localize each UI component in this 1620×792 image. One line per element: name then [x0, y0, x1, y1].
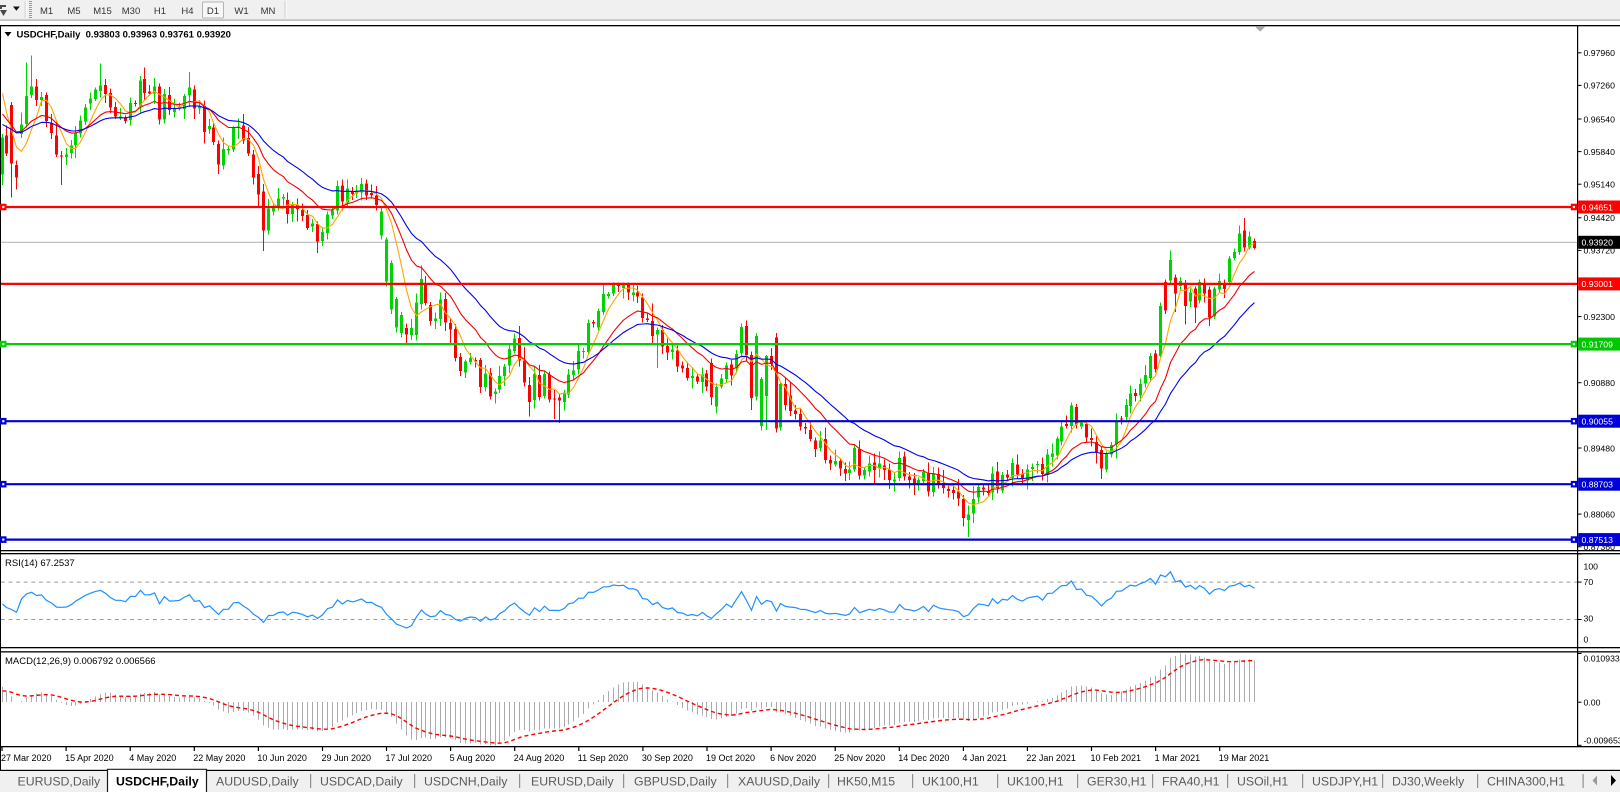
svg-text:19 Mar 2021: 19 Mar 2021 — [1219, 753, 1270, 763]
svg-text:0.95140: 0.95140 — [1584, 180, 1616, 190]
svg-text:0.93920: 0.93920 — [1582, 238, 1614, 248]
svg-text:0.92300: 0.92300 — [1584, 312, 1616, 322]
svg-text:USDCHF,Daily: USDCHF,Daily — [116, 774, 199, 788]
svg-text:19 Oct 2020: 19 Oct 2020 — [706, 753, 755, 763]
svg-text:0.93720: 0.93720 — [1584, 246, 1616, 256]
svg-text:0.91709: 0.91709 — [1582, 339, 1614, 349]
svg-text:USDCNH,Daily: USDCNH,Daily — [424, 774, 508, 788]
svg-text:30: 30 — [1584, 613, 1594, 623]
svg-text:22 Jan 2021: 22 Jan 2021 — [1026, 753, 1076, 763]
svg-text:0.87513: 0.87513 — [1582, 535, 1614, 545]
svg-text:FRA40,H1: FRA40,H1 — [1162, 774, 1220, 788]
svg-text:6 Nov 2020: 6 Nov 2020 — [770, 753, 816, 763]
svg-text:GER30,H1: GER30,H1 — [1087, 774, 1147, 788]
svg-text:GBPUSD,Daily: GBPUSD,Daily — [634, 774, 718, 788]
svg-text:4 May 2020: 4 May 2020 — [129, 753, 176, 763]
svg-text:0.00: 0.00 — [1584, 697, 1601, 707]
svg-text:0.89480: 0.89480 — [1584, 443, 1616, 453]
svg-text:M5: M5 — [67, 6, 80, 17]
svg-text:15 Apr 2020: 15 Apr 2020 — [65, 753, 114, 763]
svg-text:UK100,H1: UK100,H1 — [1007, 774, 1064, 788]
svg-text:H1: H1 — [154, 6, 166, 17]
svg-text:CHINA300,H1: CHINA300,H1 — [1487, 774, 1565, 788]
svg-text:70: 70 — [1584, 577, 1594, 587]
svg-text:30 Sep 2020: 30 Sep 2020 — [642, 753, 693, 763]
svg-text:USDCAD,Daily: USDCAD,Daily — [320, 774, 404, 788]
svg-text:1 Mar 2021: 1 Mar 2021 — [1155, 753, 1201, 763]
svg-text:H4: H4 — [181, 6, 193, 17]
svg-text:0.96540: 0.96540 — [1584, 114, 1616, 124]
svg-text:10 Jun 2020: 10 Jun 2020 — [257, 753, 307, 763]
svg-text:W1: W1 — [234, 6, 248, 17]
svg-text:14 Dec 2020: 14 Dec 2020 — [898, 753, 949, 763]
svg-text:0.90055: 0.90055 — [1582, 417, 1614, 427]
svg-text:0.010933: 0.010933 — [1584, 653, 1620, 663]
svg-text:EURUSD,Daily: EURUSD,Daily — [18, 774, 102, 788]
svg-text:USDCHF,Daily 0.93803 0.93963: USDCHF,Daily 0.93803 0.93963 0.93761 0.9… — [17, 30, 231, 41]
svg-text:100: 100 — [1584, 562, 1599, 572]
svg-text:M30: M30 — [122, 6, 140, 17]
svg-text:0.94420: 0.94420 — [1584, 213, 1616, 223]
svg-text:0.97260: 0.97260 — [1584, 81, 1616, 91]
svg-text:5 Aug 2020: 5 Aug 2020 — [450, 753, 496, 763]
svg-text:0.94651: 0.94651 — [1582, 202, 1614, 212]
svg-text:-0.009653: -0.009653 — [1584, 736, 1620, 746]
svg-text:MACD(12,26,9) 0.006792 0.00656: MACD(12,26,9) 0.006792 0.006566 — [5, 656, 156, 667]
svg-text:0.88060: 0.88060 — [1584, 509, 1616, 519]
svg-text:RSI(14) 67.2537: RSI(14) 67.2537 — [5, 558, 75, 569]
svg-text:0.97960: 0.97960 — [1584, 48, 1616, 58]
svg-text:MN: MN — [261, 6, 276, 17]
svg-text:DJ30,Weekly: DJ30,Weekly — [1392, 774, 1465, 788]
svg-text:0.95840: 0.95840 — [1584, 147, 1616, 157]
svg-text:29 Jun 2020: 29 Jun 2020 — [322, 753, 372, 763]
svg-text:17 Jul 2020: 17 Jul 2020 — [386, 753, 433, 763]
svg-text:HK50,M15: HK50,M15 — [837, 774, 895, 788]
svg-text:M15: M15 — [93, 6, 111, 17]
svg-text:0.87360: 0.87360 — [1584, 542, 1616, 552]
svg-text:10 Feb 2021: 10 Feb 2021 — [1091, 753, 1142, 763]
svg-text:0.90880: 0.90880 — [1584, 378, 1616, 388]
svg-text:0.93001: 0.93001 — [1582, 279, 1614, 289]
svg-text:UK100,H1: UK100,H1 — [922, 774, 979, 788]
svg-text:24 Aug 2020: 24 Aug 2020 — [514, 753, 565, 763]
svg-text:D1: D1 — [207, 6, 219, 17]
svg-text:0.88703: 0.88703 — [1582, 480, 1614, 490]
svg-text:22 May 2020: 22 May 2020 — [193, 753, 245, 763]
svg-text:M1: M1 — [40, 6, 53, 17]
svg-text:4 Jan 2021: 4 Jan 2021 — [962, 753, 1007, 763]
svg-text:XAUUSD,Daily: XAUUSD,Daily — [738, 774, 821, 788]
svg-text:27 Mar 2020: 27 Mar 2020 — [1, 753, 52, 763]
svg-text:EURUSD,Daily: EURUSD,Daily — [531, 774, 615, 788]
svg-text:11 Sep 2020: 11 Sep 2020 — [578, 753, 628, 763]
svg-text:USDJPY,H1: USDJPY,H1 — [1312, 774, 1378, 788]
svg-text:25 Nov 2020: 25 Nov 2020 — [834, 753, 885, 763]
svg-text:USOil,H1: USOil,H1 — [1237, 774, 1288, 788]
svg-text:0: 0 — [1584, 635, 1589, 645]
svg-text:AUDUSD,Daily: AUDUSD,Daily — [216, 774, 300, 788]
